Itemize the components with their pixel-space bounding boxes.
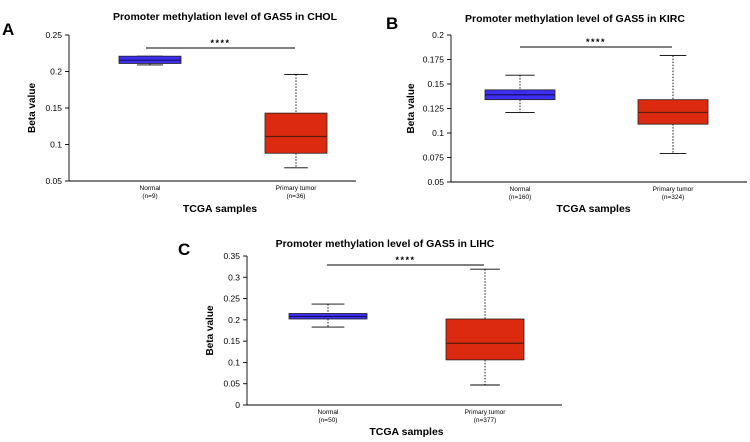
y-tick-label: 0.175	[423, 55, 445, 65]
y-tick-label: 0.35	[223, 251, 240, 261]
x-axis-label: TCGA samples	[556, 203, 630, 215]
y-tick-label: 0.125	[423, 104, 445, 114]
chart-title: Promoter methylation level of GAS5 in CH…	[113, 11, 338, 23]
significance-stars: ****	[586, 37, 606, 47]
x-category-label-normal: Normal	[510, 186, 532, 193]
y-tick-label: 0	[235, 400, 240, 410]
y-tick-label: 0.05	[427, 177, 444, 187]
x-category-n-normal: (n=160)	[509, 194, 532, 201]
y-tick-label: 0.25	[45, 30, 62, 40]
y-tick-label: 0.1	[50, 140, 62, 150]
box-tumor	[445, 318, 525, 361]
y-tick-label: 0.3	[228, 272, 240, 282]
y-tick-label: 0.075	[423, 153, 445, 163]
x-category-label-normal: Normal	[318, 409, 340, 416]
x-category-label-tumor: Primary tumor	[653, 186, 695, 193]
y-tick-label: 0.2	[432, 30, 444, 40]
y-tick-label: 0.25	[223, 294, 240, 304]
y-tick-label: 0.15	[427, 79, 444, 89]
box-tumor	[264, 112, 328, 154]
significance-stars: ****	[395, 255, 415, 265]
y-tick-label: 0.15	[223, 336, 240, 346]
y-axis-label: Beta value	[205, 305, 216, 355]
x-axis-label: TCGA samples	[183, 203, 257, 215]
x-axis-label: TCGA samples	[369, 426, 443, 438]
panel-label-c: C	[178, 240, 191, 259]
y-tick-label: 0.15	[45, 103, 62, 113]
y-tick-label: 0.05	[223, 379, 240, 389]
panel-label-b: B	[386, 14, 399, 33]
x-category-n-normal: (n=9)	[142, 193, 157, 200]
x-category-label-tumor: Primary tumor	[465, 409, 507, 416]
x-category-label-tumor: Primary tumor	[276, 185, 318, 192]
y-tick-label: 0.2	[50, 67, 62, 77]
chart-panel-lihc: Promoter methylation level of GAS5 in LI…	[205, 238, 562, 438]
y-tick-label: 0.1	[228, 357, 240, 367]
x-category-n-tumor: (n=377)	[474, 417, 497, 424]
y-tick-label: 0.05	[45, 176, 62, 186]
chart-panel-kirc: Promoter methylation level of GAS5 in KI…	[406, 13, 747, 215]
y-tick-label: 0.2	[228, 315, 240, 325]
chart-title: Promoter methylation level of GAS5 in LI…	[276, 238, 495, 250]
x-category-n-tumor: (n=36)	[287, 193, 306, 200]
y-axis-label: Beta value	[406, 83, 417, 133]
x-category-n-normal: (n=50)	[319, 417, 338, 424]
y-tick-label: 0.1	[432, 128, 444, 138]
chart-title: Promoter methylation level of GAS5 in KI…	[465, 13, 685, 25]
y-axis-label: Beta value	[27, 83, 38, 133]
chart-panel-chol: Promoter methylation level of GAS5 in CH…	[27, 11, 356, 215]
x-category-n-tumor: (n=324)	[662, 194, 685, 201]
x-category-label-normal: Normal	[140, 185, 162, 192]
panel-label-a: A	[2, 20, 15, 39]
significance-stars: ****	[210, 38, 230, 48]
